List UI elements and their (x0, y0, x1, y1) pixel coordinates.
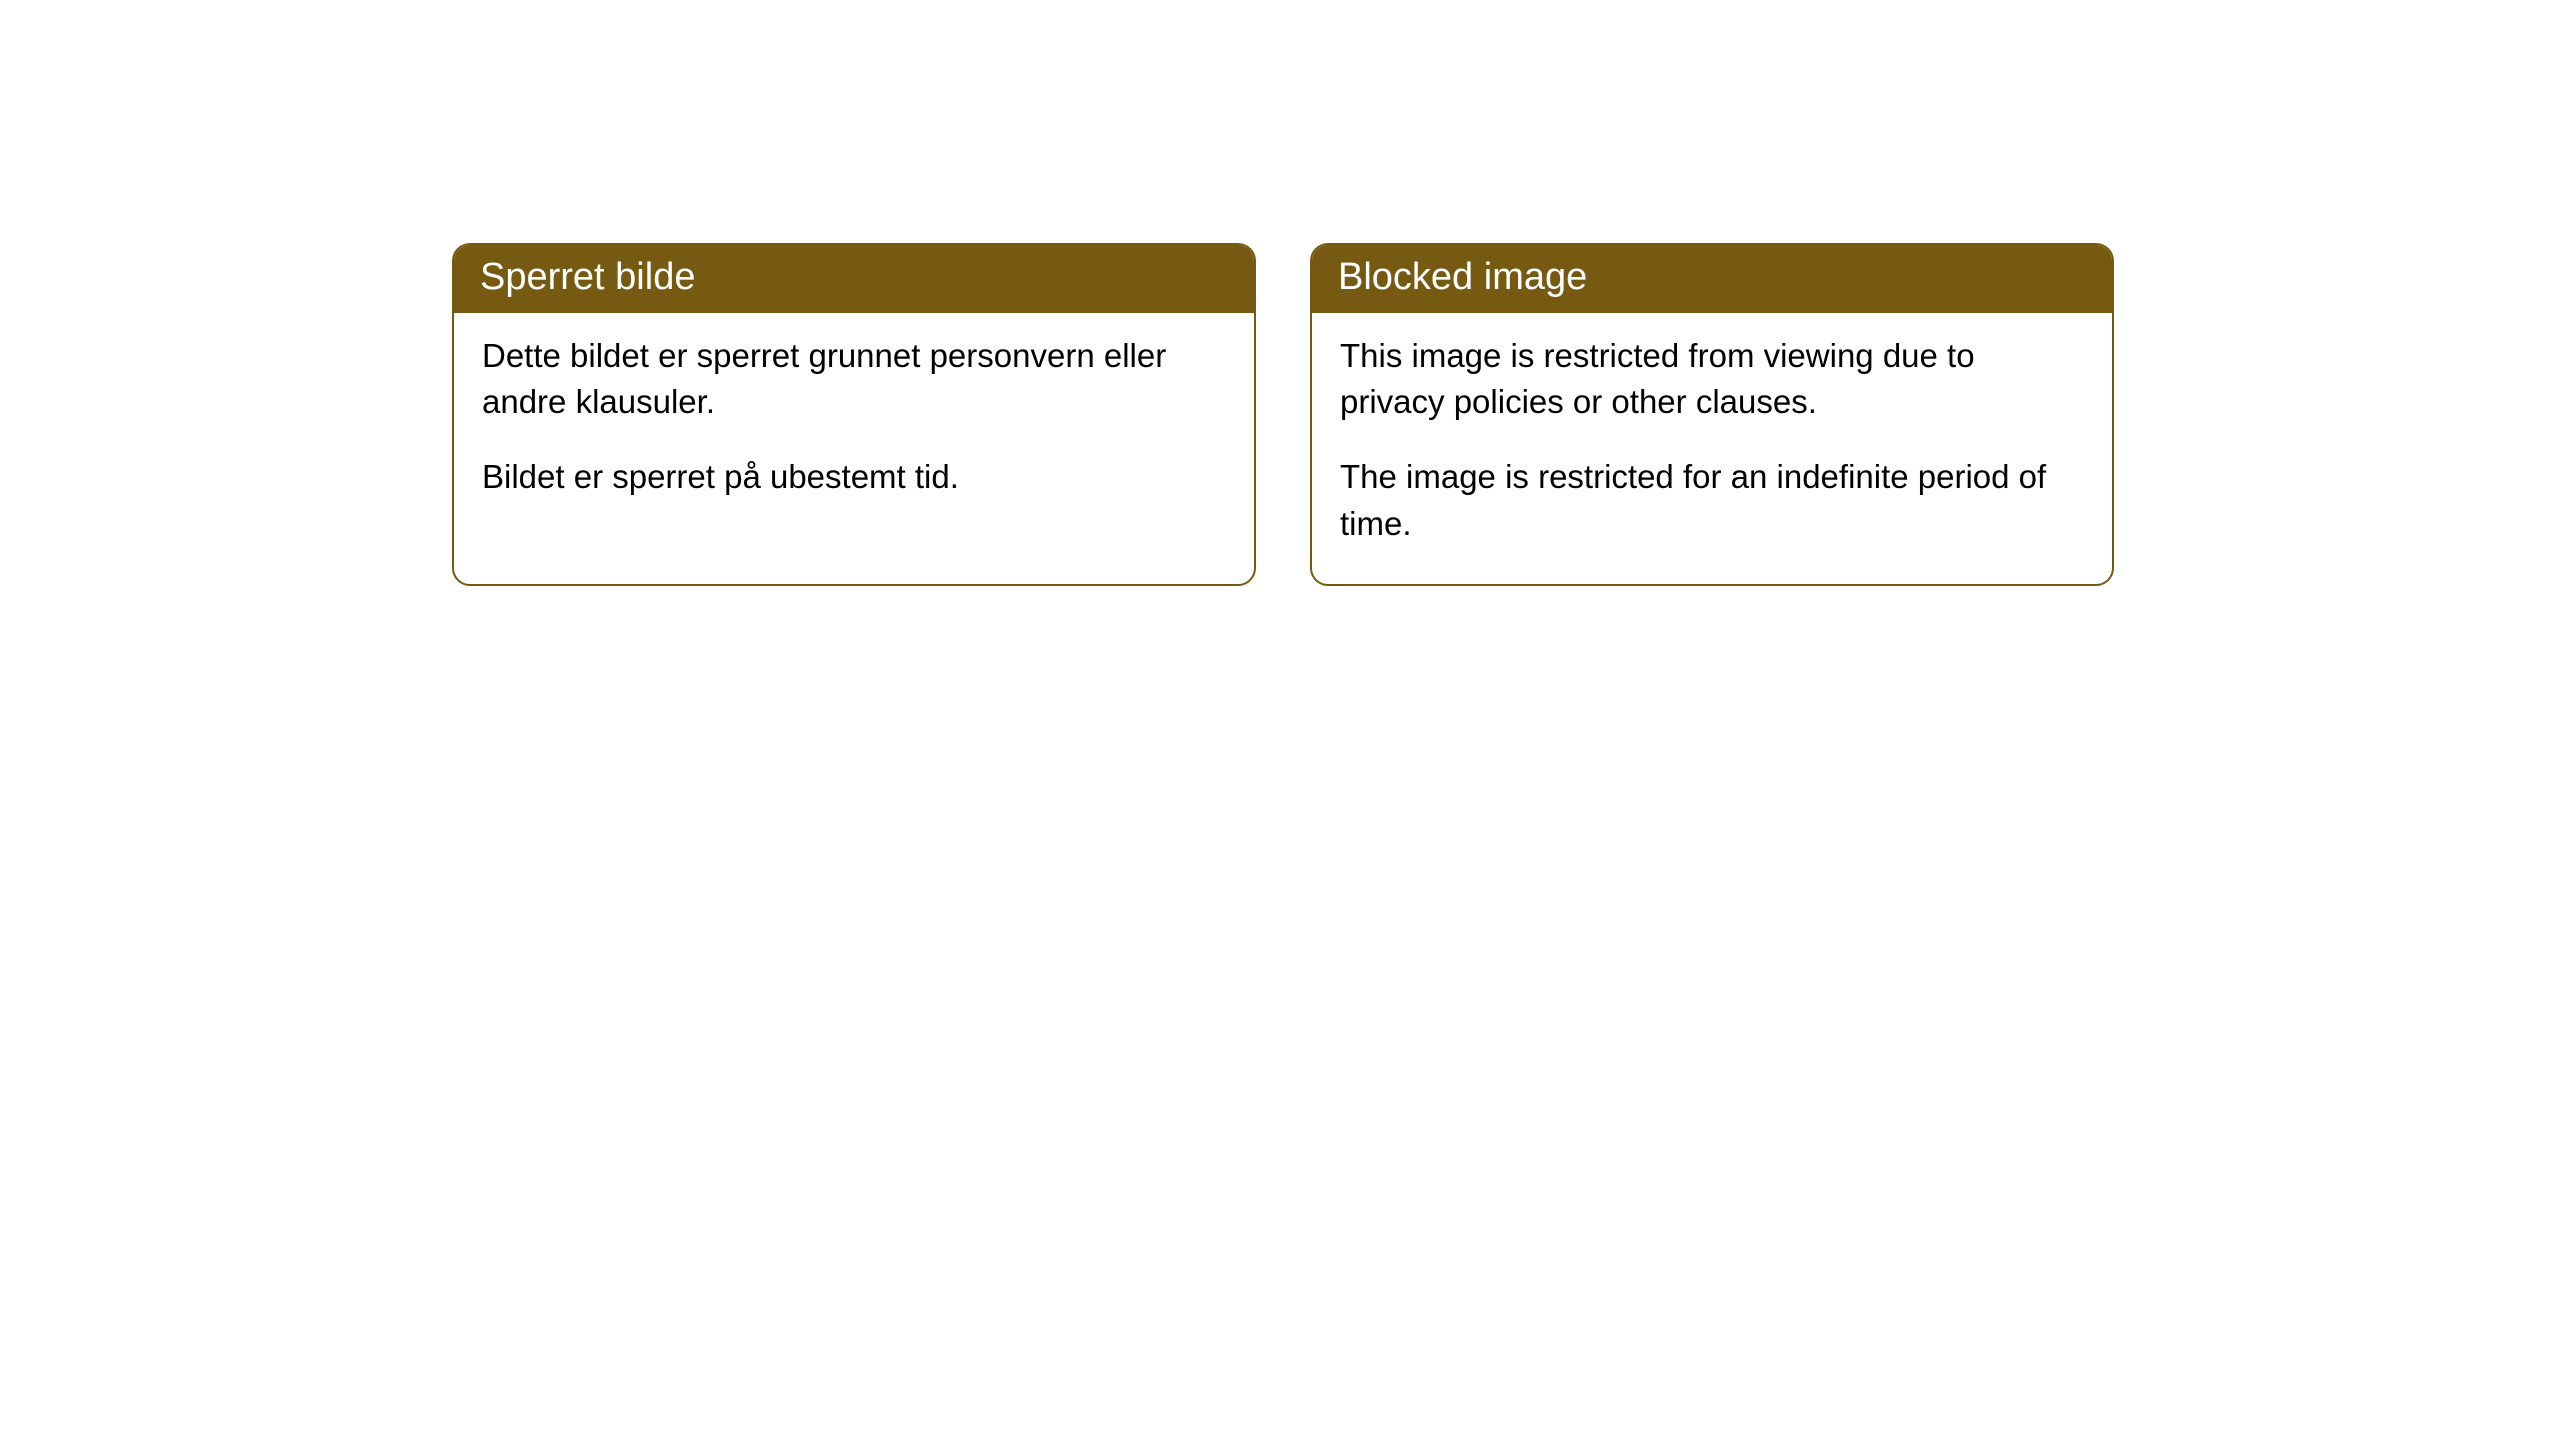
blocked-image-card-english: Blocked image This image is restricted f… (1310, 243, 2114, 586)
card-title: Blocked image (1338, 256, 1587, 298)
blocked-image-card-norwegian: Sperret bilde Dette bildet er sperret gr… (452, 243, 1256, 586)
card-header-norwegian: Sperret bilde (454, 245, 1254, 313)
card-paragraph: Bildet er sperret på ubestemt tid. (482, 454, 1226, 501)
card-paragraph: The image is restricted for an indefinit… (1340, 454, 2084, 548)
card-header-english: Blocked image (1312, 245, 2112, 313)
card-paragraph: This image is restricted from viewing du… (1340, 333, 2084, 427)
card-title: Sperret bilde (480, 256, 695, 298)
card-body-norwegian: Dette bildet er sperret grunnet personve… (454, 313, 1254, 538)
card-body-english: This image is restricted from viewing du… (1312, 313, 2112, 584)
notice-cards-container: Sperret bilde Dette bildet er sperret gr… (0, 0, 2560, 586)
card-paragraph: Dette bildet er sperret grunnet personve… (482, 333, 1226, 427)
